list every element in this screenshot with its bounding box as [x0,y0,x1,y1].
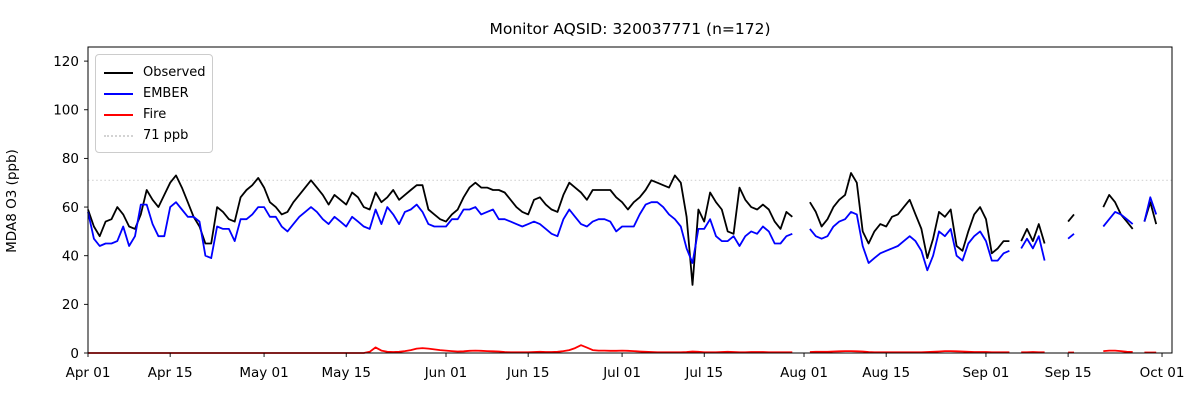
y-tick-label: 20 [62,297,79,313]
x-tick-label: Jun 01 [424,365,468,381]
x-tick-label: Jun 15 [506,365,550,381]
legend-item-observed: Observed [104,62,206,83]
x-tick-label: Jul 01 [602,365,641,381]
series-line-ember [1102,210,1134,228]
chart-title: Monitor AQSID: 320037771 (n=172) [489,20,771,38]
series-line-ember [87,201,793,264]
series-line-fire [88,344,793,354]
y-tick-label: 40 [62,249,79,265]
y-tick-label: 120 [53,54,79,70]
axes-frame [87,46,1173,354]
legend-label: 71 ppb [143,128,189,143]
series-line-observed [1067,213,1075,223]
legend-item-ember: EMBER [104,83,204,104]
y-tick-label: 60 [62,200,79,216]
legend: Observed EMBER Fire 71 ppb [95,54,213,153]
series-line-observed [809,172,1010,260]
x-tick-label: Apr 01 [66,365,111,381]
legend-line-sample [104,71,133,74]
y-tick-label: 100 [53,103,79,119]
series-line-fire [1103,349,1133,353]
legend-line-sample [104,92,133,95]
x-tick-label: Oct 01 [1140,365,1185,381]
x-tick-label: Sep 15 [1045,365,1092,381]
x-tick-label: Aug 01 [780,365,828,381]
series-line-observed [87,174,793,286]
series-line-fire [809,350,1010,354]
series-line-ember [1143,196,1158,222]
x-tick-label: Aug 15 [862,365,910,381]
series-line-observed [1020,223,1046,244]
legend-item-71-ppb: 71 ppb [104,125,204,146]
series-line-observed [1102,193,1134,230]
y-tick-label: 80 [62,151,79,167]
x-tick-label: May 15 [322,365,371,381]
x-tick-label: May 01 [239,365,288,381]
legend-label: EMBER [143,86,189,101]
legend-line-sample [104,113,133,116]
legend-label: Fire [143,107,167,122]
y-tick-label: 0 [70,346,79,362]
x-tick-label: Jul 15 [684,365,723,381]
legend-item-fire: Fire [104,104,204,125]
series-line-ember [1020,235,1046,261]
legend-label: Observed [143,65,206,80]
x-tick-label: Apr 15 [148,365,193,381]
series-line-ember [809,210,1010,272]
x-tick-label: Sep 01 [962,365,1009,381]
legend-line-sample [104,134,133,137]
series-line-ember [1067,233,1075,240]
